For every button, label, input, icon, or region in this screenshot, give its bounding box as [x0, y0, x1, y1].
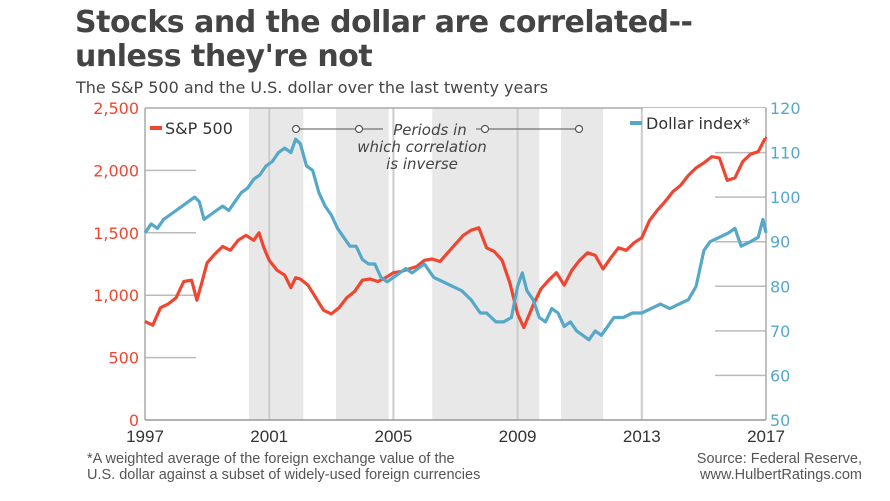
y-left-tick-label: 1,500 [93, 224, 139, 243]
legend-bg-dollar [643, 108, 765, 138]
annotation-line2: which correlation [357, 138, 487, 156]
source-line1: Source: Federal Reserve, [696, 451, 862, 467]
x-tick-label: 2017 [747, 427, 785, 446]
source-line2: www.HulbertRatings.com [700, 467, 862, 483]
source-credit: Source: Federal Reserve, www.HulbertRati… [697, 451, 862, 483]
chart-subtitle: The S&P 500 and the U.S. dollar over the… [76, 78, 549, 97]
series-line-sp500 [144, 135, 768, 330]
shaded-period-1 [249, 108, 304, 420]
footnote-line2: U.S. dollar against a subset of widely-u… [87, 467, 481, 483]
y-left-tick-label: 0 [129, 411, 139, 430]
legend-dollar: Dollar index* [630, 108, 765, 138]
y-right-tick-label: 90 [770, 233, 790, 252]
series-line-dollar [143, 137, 768, 342]
chart-title-line1: Stocks and the dollar are correlated-- [75, 5, 693, 40]
shaded-period-4 [561, 108, 603, 420]
legend-label-sp500: S&P 500 [165, 119, 233, 138]
y-right-tick-label: 50 [770, 411, 790, 430]
x-tick-label: 2009 [499, 427, 537, 446]
annotation-marker-1 [291, 124, 301, 134]
y-right-tick-label: 120 [770, 99, 801, 118]
x-tick-label: 2001 [250, 427, 288, 446]
y-right-tick-label: 100 [770, 188, 801, 207]
gridlines [145, 108, 766, 420]
axis-ticks: 0 500 1,000 1,500 2,000 2,500 50 60 70 80 90 100 110… [93, 99, 800, 446]
y-right-tick-label: 110 [770, 144, 801, 163]
y-left-tick-label: 500 [108, 349, 139, 368]
annotation-line3: is inverse [386, 155, 458, 173]
chart-title: Stocks and the dollar are correlated-- u… [75, 6, 693, 74]
x-tick-label: 1997 [126, 427, 164, 446]
legend-label-dollar: Dollar index* [646, 114, 750, 133]
shaded-period-3 [432, 108, 540, 420]
y-left-tick-label: 2,000 [93, 161, 139, 180]
y-left-tick-label: 2,500 [93, 99, 139, 118]
x-tick-label: 2005 [374, 427, 412, 446]
legend-swatch-sp500 [150, 126, 162, 130]
annotation-marker-2 [354, 124, 364, 134]
annotation-marker-4 [574, 124, 584, 134]
footnote: *A weighted average of the foreign excha… [87, 451, 480, 483]
series-lines [143, 135, 768, 342]
x-tick-label: 2013 [623, 427, 661, 446]
shaded-periods [249, 108, 603, 420]
legend-sp500: S&P 500 [150, 119, 233, 138]
shaded-period-2 [335, 108, 389, 420]
y-left-tick-label: 1,000 [93, 286, 139, 305]
y-right-tick-label: 70 [770, 322, 790, 341]
y-right-tick-label: 60 [770, 366, 790, 385]
footnote-line1: *A weighted average of the foreign excha… [87, 451, 455, 467]
annotation: Periods in which correlation is inverse [291, 121, 584, 173]
chart-title-line2: unless they're not [75, 39, 373, 74]
annotation-line1: Periods in [393, 121, 467, 139]
y-right-tick-label: 80 [770, 277, 790, 296]
annotation-marker-3 [480, 124, 490, 134]
legend-swatch-dollar [630, 121, 642, 125]
